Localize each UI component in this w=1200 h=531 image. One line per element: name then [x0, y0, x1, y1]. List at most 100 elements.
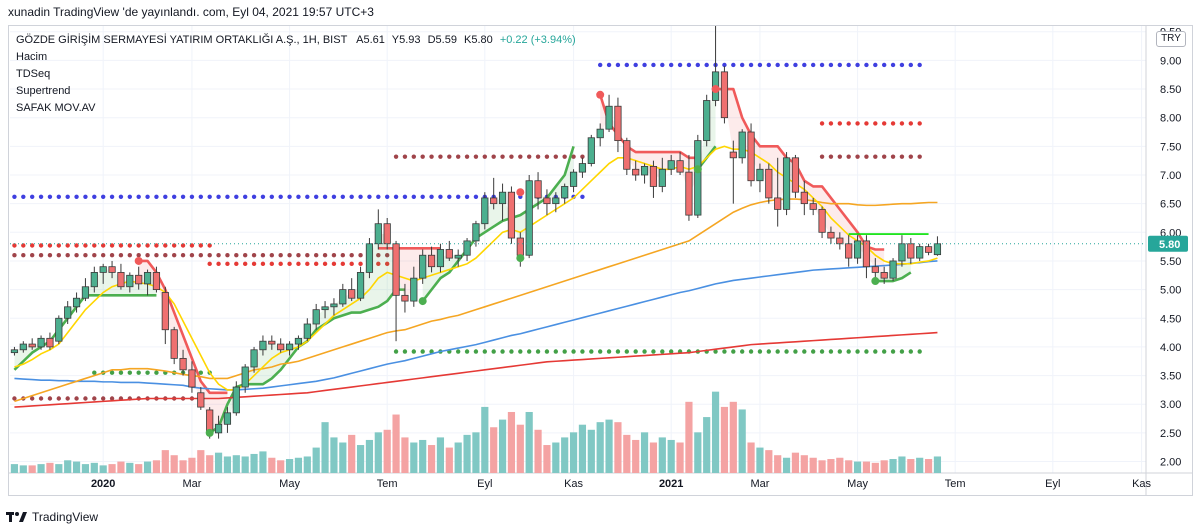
level-dot: [526, 154, 532, 159]
candle-body: [481, 197, 489, 225]
volume-bar: [836, 457, 844, 473]
candle: [117, 263, 125, 290]
y-tick-label: 3.50: [1160, 371, 1181, 383]
candle-body: [427, 254, 436, 268]
level-dot: [917, 349, 922, 354]
volume-bar: [10, 464, 19, 473]
candle: [880, 266, 888, 284]
candle-body: [490, 197, 498, 205]
candle-body: [632, 168, 640, 176]
level-dot: [340, 194, 346, 199]
level-dot: [38, 243, 44, 248]
candle: [703, 94, 711, 147]
level-dot: [331, 261, 337, 267]
candle-body: [561, 186, 569, 199]
level-dot: [100, 194, 106, 199]
x-tick-label: Mar: [750, 478, 769, 490]
level-dot: [571, 154, 576, 159]
level-dot: [154, 253, 159, 258]
level-dot: [74, 194, 79, 199]
candle: [250, 346, 258, 373]
level-dot: [260, 194, 266, 199]
candle-body: [197, 392, 205, 408]
level-dot: [393, 349, 399, 354]
level-dot: [56, 253, 62, 258]
level-dot: [242, 194, 248, 199]
candle: [90, 266, 98, 293]
level-dot: [908, 349, 914, 354]
candle: [711, 26, 720, 107]
candle-body: [782, 157, 791, 210]
candle: [649, 160, 658, 198]
level-dot: [349, 253, 354, 258]
candle-body: [800, 191, 808, 205]
dotted-level: [12, 396, 195, 401]
level-dot: [615, 349, 621, 354]
symbol-name[interactable]: GÖZDE GİRİŞİM SERMAYESİ YATIRIM ORTAKLIĞ…: [16, 34, 348, 46]
volume-bar: [64, 460, 72, 473]
level-dot: [810, 349, 816, 354]
level-dot: [171, 243, 177, 248]
level-dot: [819, 349, 825, 354]
level-dot: [464, 154, 470, 159]
level-dot: [660, 62, 665, 68]
volume-bar: [561, 437, 569, 473]
level-dot: [500, 154, 505, 159]
level-dot: [455, 349, 461, 354]
level-dot: [491, 154, 496, 159]
candle: [818, 206, 826, 239]
volume-bar: [99, 465, 107, 473]
candle: [277, 338, 285, 353]
supertrend-up-line: [421, 145, 575, 302]
level-dot: [234, 194, 239, 199]
level-dot: [242, 253, 248, 258]
level-dot: [136, 370, 141, 375]
level-dot: [864, 154, 869, 159]
level-dot: [482, 154, 488, 159]
candle: [37, 335, 45, 350]
candle-body: [268, 340, 276, 345]
level-dot: [837, 349, 843, 354]
candle-body: [498, 191, 507, 205]
indicator-safak-mov-av[interactable]: SAFAK MOV.AV: [16, 102, 96, 114]
level-dot: [313, 261, 319, 267]
indicator-tdseq[interactable]: TDSeq: [16, 68, 51, 80]
y-tick-label: 8.00: [1160, 113, 1181, 125]
candle: [401, 283, 409, 313]
chart-frame: [8, 25, 1193, 496]
candle-body: [170, 329, 178, 359]
candle-body: [46, 337, 54, 348]
level-dot: [251, 261, 257, 267]
candle-body: [401, 294, 409, 302]
indicator-supertrend[interactable]: Supertrend: [16, 85, 71, 97]
indicator-volume[interactable]: Hacim: [16, 51, 48, 63]
candle-body: [72, 297, 81, 308]
candle: [614, 97, 622, 153]
candle-body: [738, 131, 746, 159]
candle-body: [294, 337, 303, 345]
level-dot: [553, 349, 559, 354]
volume-bar: [241, 456, 249, 473]
candle-body: [10, 349, 19, 354]
candle-body: [419, 254, 427, 279]
level-dot: [402, 194, 408, 199]
level-dot: [127, 370, 133, 375]
candle-body: [924, 246, 933, 253]
candle-body: [312, 309, 320, 325]
level-dot: [12, 243, 17, 248]
volume-bar: [782, 457, 791, 473]
supertrend-marker: [516, 188, 525, 197]
volume-bar: [481, 406, 489, 473]
level-dot: [846, 349, 851, 354]
x-tick-label: Eyl: [1045, 478, 1060, 490]
currency-badge[interactable]: TRY: [1156, 31, 1186, 47]
level-dot: [855, 154, 860, 159]
candle-body: [90, 272, 98, 288]
volume-bar: [223, 456, 232, 473]
level-dot: [127, 253, 133, 258]
level-dot: [802, 349, 807, 354]
candle: [436, 243, 445, 273]
level-dot: [189, 253, 195, 258]
level-dot: [899, 62, 905, 68]
